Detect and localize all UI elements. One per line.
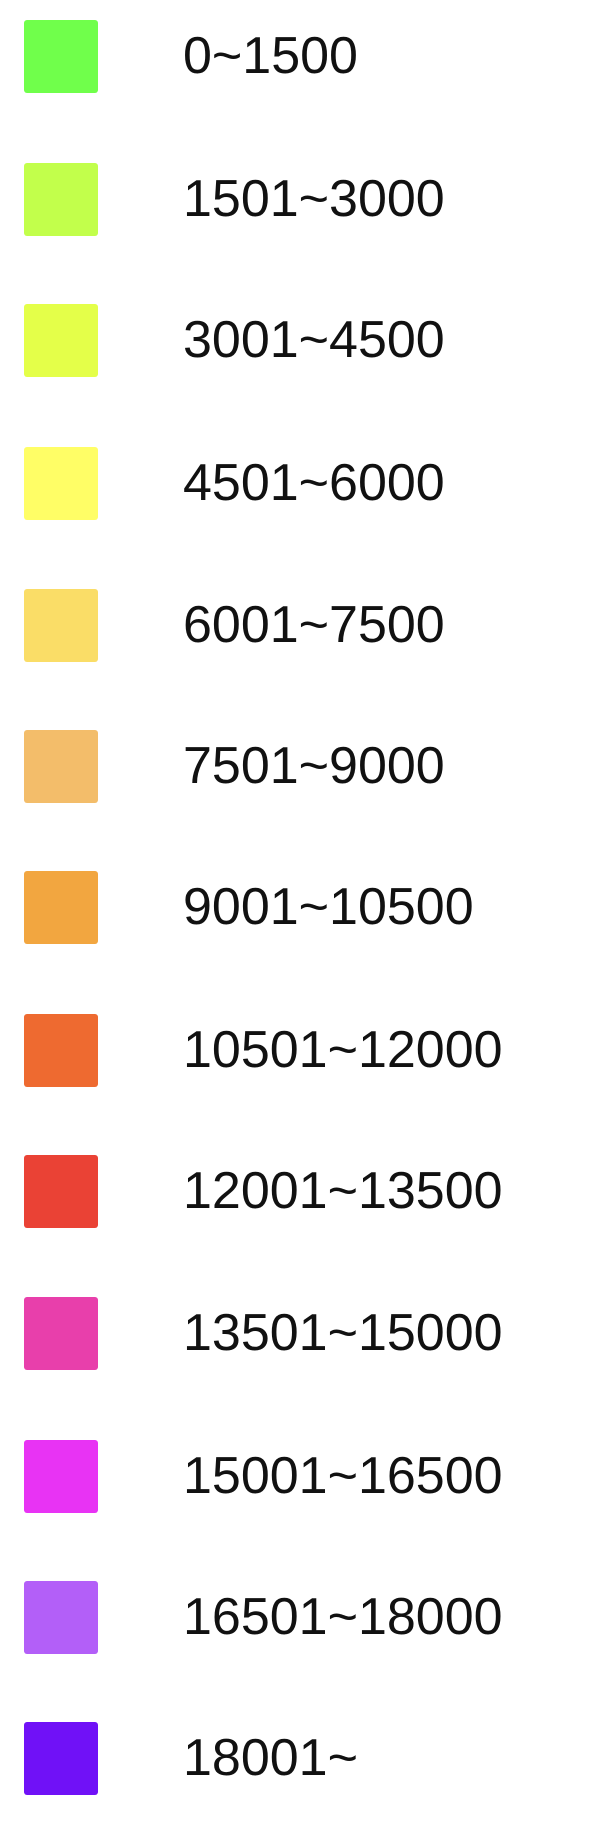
legend-item: 3001~4500 [0, 284, 589, 394]
color-swatch [24, 1440, 98, 1513]
legend-item: 6001~7500 [0, 569, 589, 679]
legend-label: 18001~ [183, 1729, 358, 1787]
color-swatch [24, 589, 98, 662]
legend-label: 10501~12000 [183, 1021, 503, 1079]
legend-label: 13501~15000 [183, 1304, 503, 1362]
color-swatch [24, 1722, 98, 1795]
color-swatch [24, 20, 98, 93]
legend-item: 16501~18000 [0, 1561, 589, 1671]
legend-item: 9001~10500 [0, 851, 589, 961]
legend-item: 4501~6000 [0, 427, 589, 537]
legend-label: 4501~6000 [183, 454, 445, 512]
color-swatch [24, 304, 98, 377]
legend-item: 7501~9000 [0, 710, 589, 820]
color-swatch [24, 871, 98, 944]
legend-item: 12001~13500 [0, 1135, 589, 1245]
legend-label: 9001~10500 [183, 878, 474, 936]
legend-label: 1501~3000 [183, 170, 445, 228]
legend-item: 13501~15000 [0, 1277, 589, 1387]
legend-item: 0~1500 [0, 0, 589, 110]
color-swatch [24, 730, 98, 803]
legend-item: 15001~16500 [0, 1420, 589, 1530]
legend-label: 6001~7500 [183, 596, 445, 654]
color-swatch [24, 1014, 98, 1087]
legend-label: 15001~16500 [183, 1447, 503, 1505]
color-swatch [24, 163, 98, 236]
legend-item: 10501~12000 [0, 994, 589, 1104]
legend-item: 18001~ [0, 1702, 589, 1812]
color-swatch [24, 1581, 98, 1654]
color-swatch [24, 447, 98, 520]
legend-item: 1501~3000 [0, 143, 589, 253]
color-swatch [24, 1155, 98, 1228]
legend-label: 0~1500 [183, 27, 358, 85]
color-swatch [24, 1297, 98, 1370]
legend-label: 16501~18000 [183, 1588, 503, 1646]
legend-label: 12001~13500 [183, 1162, 503, 1220]
legend-label: 3001~4500 [183, 311, 445, 369]
legend-label: 7501~9000 [183, 737, 445, 795]
